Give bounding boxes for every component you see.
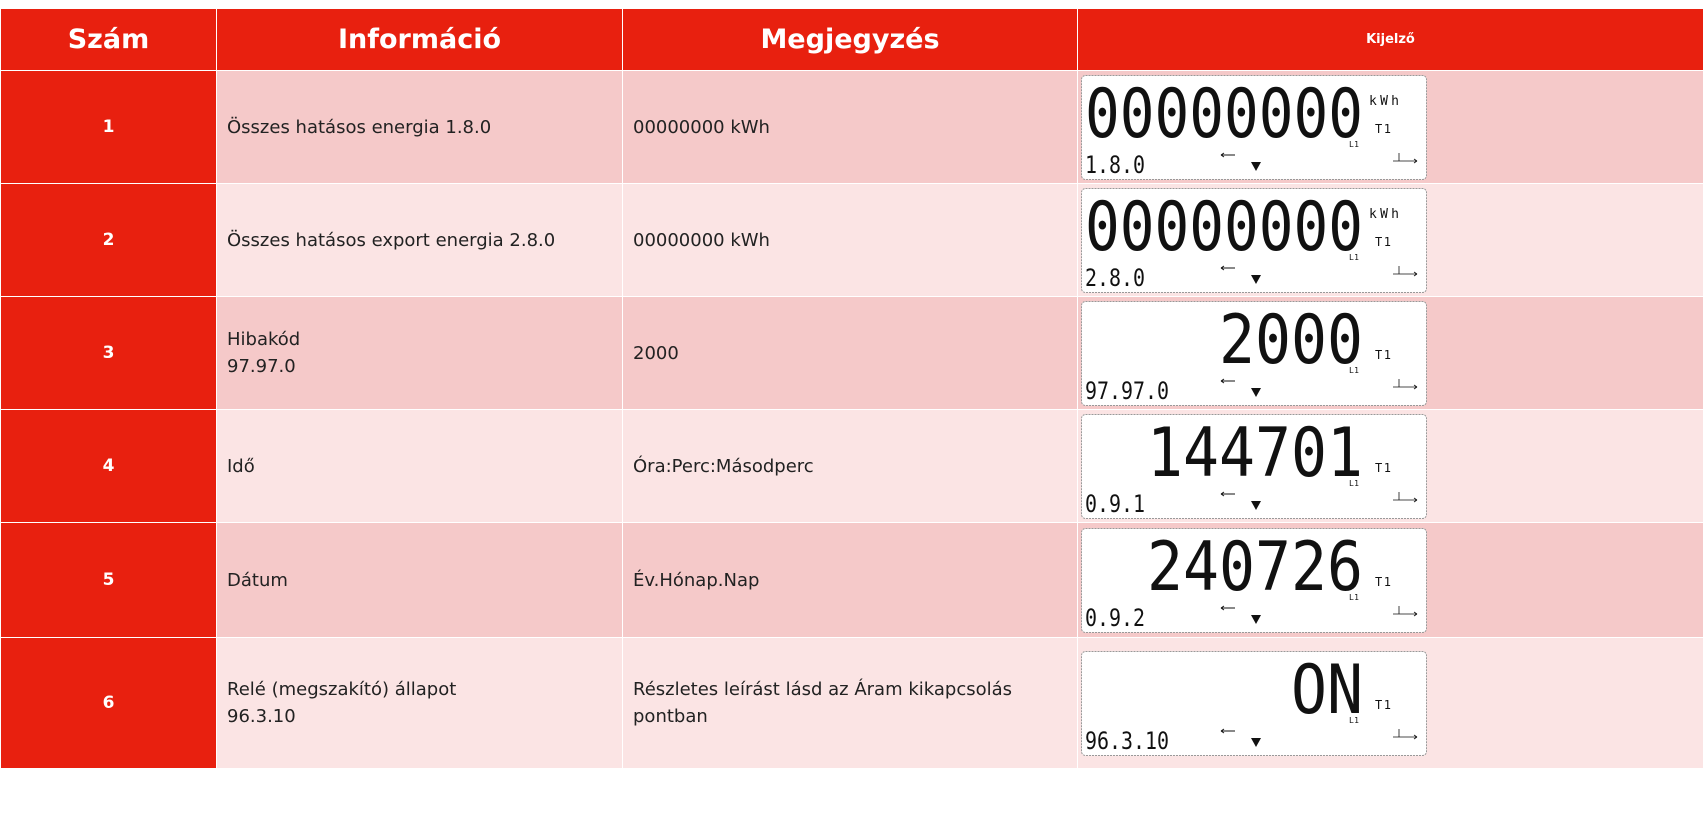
note-cell: 2000 — [623, 297, 1078, 410]
note-cell: Óra:Perc:Másodperc — [623, 410, 1078, 523]
lcd-code: 2.8.0 — [1085, 264, 1145, 292]
note-cell: Év.Hónap.Nap — [623, 523, 1078, 638]
info-line: Relé (megszakító) állapot — [227, 676, 622, 703]
info-line: Összes hatásos export energia 2.8.0 — [227, 227, 622, 254]
lcd-unit: kWh — [1369, 94, 1399, 109]
page: Szám Információ Megjegyzés Kijelző 1 Össz… — [0, 0, 1703, 832]
note-cell: Részletes leírást lásd az Áram kikapcsol… — [623, 638, 1078, 769]
info-cell: Összes hatásos energia 1.8.0 — [217, 71, 623, 184]
note-cell: 00000000 kWh — [623, 71, 1078, 184]
lcd-phase: L1 — [1349, 140, 1359, 149]
row-number: 6 — [1, 638, 217, 769]
lcd-tariff: T1 — [1375, 235, 1391, 249]
lcd-phase: L1 — [1349, 366, 1359, 375]
info-line: Idő — [227, 453, 622, 480]
lcd-unit: kWh — [1369, 207, 1399, 222]
lcd-code: 97.97.0 — [1085, 377, 1169, 405]
lcd-tariff: T1 — [1375, 122, 1391, 136]
info-cell: Idő — [217, 410, 623, 523]
lcd-display: 2000 97.97.0 T1 L1 — [1081, 301, 1427, 406]
header-row: Szám Információ Megjegyzés Kijelző — [1, 9, 1703, 71]
meter-table: Szám Információ Megjegyzés Kijelző 1 Össz… — [0, 8, 1703, 769]
lcd-code: 96.3.10 — [1085, 727, 1169, 755]
display-cell: 2000 97.97.0 T1 L1 — [1078, 297, 1703, 410]
info-cell: Összes hatásos export energia 2.8.0 — [217, 184, 623, 297]
row-number: 4 — [1, 410, 217, 523]
row-number: 2 — [1, 184, 217, 297]
note-cell: 00000000 kWh — [623, 184, 1078, 297]
lcd-phase: L1 — [1349, 253, 1359, 262]
lcd-main: 00000000 — [1085, 188, 1363, 267]
row-number: 1 — [1, 71, 217, 184]
lcd-tariff: T1 — [1375, 348, 1391, 362]
info-line: Hibakód — [227, 326, 622, 353]
row-number: 3 — [1, 297, 217, 410]
info-line: Dátum — [227, 567, 622, 594]
info-line: 97.97.0 — [227, 353, 622, 380]
lcd-main: 240726 — [1147, 528, 1363, 607]
row-number: 5 — [1, 523, 217, 638]
lcd-main: 2000 — [1219, 301, 1363, 380]
info-cell: Dátum — [217, 523, 623, 638]
lcd-phase: L1 — [1349, 593, 1359, 602]
header-cell: Információ — [217, 9, 623, 71]
lcd-code: 1.8.0 — [1085, 151, 1145, 179]
lcd-phase: L1 — [1349, 716, 1359, 725]
info-line: 96.3.10 — [227, 703, 622, 730]
header-cell: Szám — [1, 9, 217, 71]
lcd-main: 00000000 — [1085, 75, 1363, 154]
lcd-tariff: T1 — [1375, 461, 1391, 475]
lcd-tariff: T1 — [1375, 698, 1391, 712]
info-line: Összes hatásos energia 1.8.0 — [227, 114, 622, 141]
lcd-code: 0.9.2 — [1085, 604, 1145, 632]
lcd-code: 0.9.1 — [1085, 490, 1145, 518]
header-cell: Megjegyzés — [623, 9, 1078, 71]
lcd-tariff: T1 — [1375, 575, 1391, 589]
header-cell: Kijelző — [1078, 9, 1703, 71]
lcd-phase: L1 — [1349, 479, 1359, 488]
lcd-main: 144701 — [1147, 414, 1363, 493]
